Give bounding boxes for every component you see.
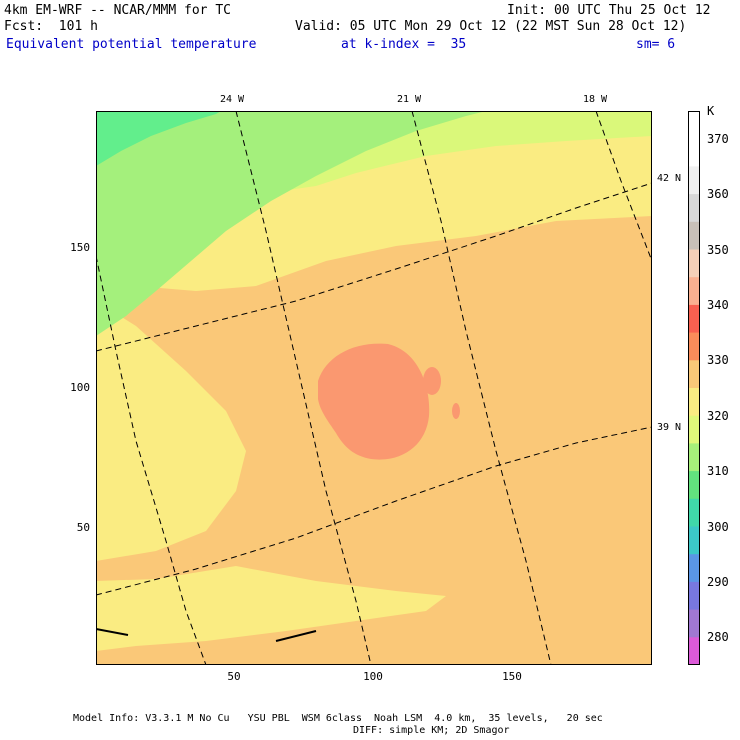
- mark-segment-left: [96, 628, 129, 636]
- colorbar-level-label: 320: [707, 408, 729, 423]
- colorbar-swatch: [688, 194, 700, 223]
- colorbar-swatch: [688, 221, 700, 250]
- colorbar-swatch: [688, 443, 700, 472]
- x-tick-100: 100: [363, 670, 383, 683]
- lon-line-21w: [411, 111, 552, 665]
- colorbar-swatch: [688, 415, 700, 444]
- colorbar-level-label: 310: [707, 464, 729, 479]
- lat-line-39n: [96, 426, 652, 596]
- region-yellow-southwest: [96, 301, 246, 561]
- mark-segment-center: [275, 630, 317, 642]
- colorbar-level-label: 290: [707, 574, 729, 589]
- colorbar-swatch: [688, 111, 700, 140]
- colorbar-level-label: 350: [707, 242, 729, 257]
- colorbar-level-label: 360: [707, 187, 729, 202]
- lon-label-18w: 18 W: [583, 94, 608, 105]
- colorbar-swatch: [688, 388, 700, 417]
- lat-line-42n: [96, 182, 652, 352]
- colorbar-swatch: [688, 360, 700, 389]
- colorbar-level-label: 370: [707, 131, 729, 146]
- x-tick-50: 50: [227, 670, 241, 683]
- diffusion-info: DIFF: simple KM; 2D Smagor: [353, 725, 510, 736]
- lon-line-27w: [96, 255, 207, 665]
- colorbar-frame: [688, 111, 700, 665]
- lon-label-24w: 24 W: [220, 94, 245, 105]
- colorbar-swatch: [688, 277, 700, 306]
- smoothing-label: sm= 6: [636, 37, 676, 52]
- model-title: 4km EM-WRF -- NCAR/MMM for TC: [4, 3, 231, 18]
- map-frame: [96, 111, 652, 665]
- region-green: [96, 111, 221, 166]
- colorbar-swatch: [688, 554, 700, 583]
- forecast-hour: Fcst: 101 h: [4, 19, 98, 34]
- region-orange-blob-small: [452, 403, 460, 419]
- colorbar-swatch: [688, 166, 700, 195]
- region-light-green: [96, 111, 486, 336]
- region-yellow-southwest-lower: [96, 566, 446, 651]
- colorbar-unit: K: [707, 104, 715, 118]
- region-orange-blob: [423, 367, 441, 395]
- y-tick-100: 100: [70, 381, 90, 394]
- valid-time: Valid: 05 UTC Mon 29 Oct 12 (22 MST Sun …: [295, 19, 687, 34]
- colorbar-swatch: [688, 249, 700, 278]
- colorbar-swatch: [688, 304, 700, 334]
- colorbar-level-label: 330: [707, 353, 729, 368]
- theta-e-map: [96, 111, 652, 665]
- model-info: Model Info: V3.3.1 M No Cu YSU PBL WSM 6…: [73, 713, 603, 724]
- colorbar-swatch: [688, 637, 700, 665]
- lat-label-42n: 42 N: [657, 173, 682, 184]
- lat-label-39n: 39 N: [657, 422, 682, 433]
- region-orange-center: [318, 343, 430, 460]
- lon-label-21w: 21 W: [397, 94, 422, 105]
- colorbar-level-label: 340: [707, 297, 729, 312]
- field-name: Equivalent potential temperature: [6, 37, 257, 52]
- colorbar-swatch: [688, 138, 700, 167]
- colorbar-swatch: [688, 498, 700, 527]
- y-tick-150: 150: [70, 241, 90, 254]
- colorbar-swatch: [688, 526, 700, 555]
- init-time: Init: 00 UTC Thu 25 Oct 12: [507, 3, 711, 18]
- x-tick-150: 150: [502, 670, 522, 683]
- level-label: at k-index = 35: [341, 37, 467, 52]
- colorbar-level-label: 280: [707, 630, 729, 645]
- colorbar-swatch: [688, 471, 700, 500]
- colorbar: [688, 111, 700, 665]
- lon-line-24w: [235, 111, 372, 665]
- colorbar-level-label: 300: [707, 519, 729, 534]
- y-tick-50: 50: [76, 521, 90, 534]
- colorbar-swatch: [688, 581, 700, 611]
- colorbar-swatch: [688, 332, 700, 361]
- lon-line-18w: [595, 111, 652, 262]
- colorbar-swatch: [688, 609, 700, 638]
